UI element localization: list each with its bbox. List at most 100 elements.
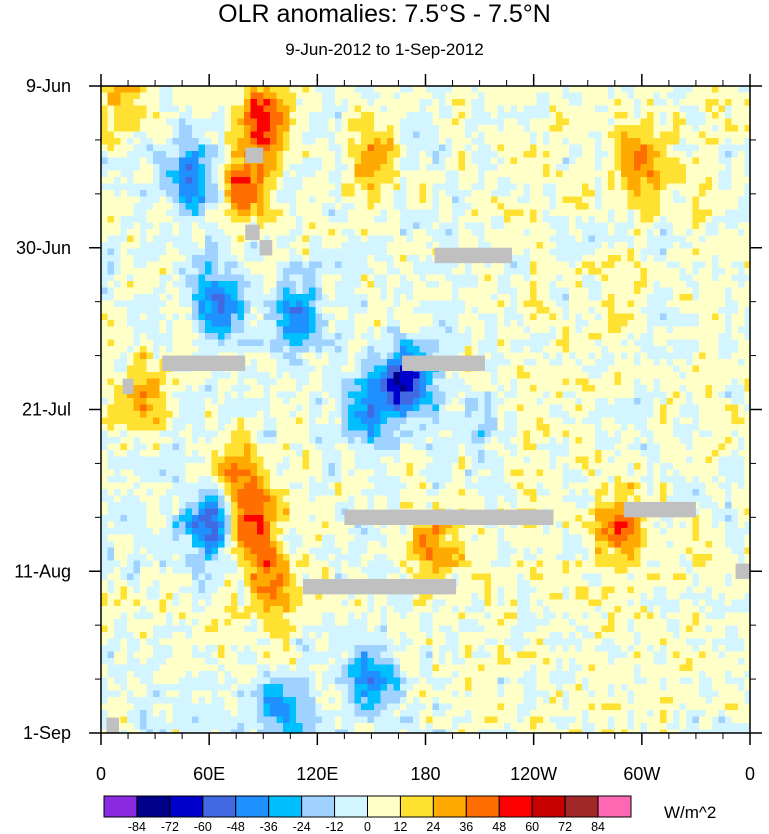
heatmap-cell [153,99,160,106]
heatmap-cell [712,372,719,379]
heatmap-cell [744,326,750,334]
heatmap-cell [660,86,667,93]
heatmap-cell [510,339,518,347]
heatmap-cell [133,333,141,340]
heatmap-cell [309,313,316,321]
heatmap-cell [452,190,459,197]
heatmap-cell [101,203,108,210]
heatmap-cell [120,352,128,360]
heatmap-cell [588,170,596,178]
heatmap-cell [322,307,329,314]
heatmap-cell [510,222,518,230]
heatmap-cell [627,391,635,399]
heatmap-cell [660,339,667,347]
heatmap-cell [367,300,375,308]
heatmap-cell [660,365,667,373]
heatmap-cell [484,229,492,236]
heatmap-cell [478,320,485,327]
heatmap-cell [517,300,524,308]
heatmap-cell [549,131,557,139]
heatmap-cell [101,112,108,119]
heatmap-cell [315,398,323,405]
heatmap-cell [432,235,440,243]
heatmap-cell [699,352,706,360]
heatmap-cell [497,268,505,275]
heatmap-cell [510,313,518,321]
heatmap-cell [179,125,186,132]
heatmap-cell [549,248,557,256]
heatmap-cell [647,307,654,314]
heatmap-cell [458,391,466,399]
heatmap-cell [218,157,225,165]
heatmap-cell [458,261,466,269]
heatmap-cell [367,365,375,373]
heatmap-cell [289,209,297,217]
heatmap-cell [432,294,440,301]
heatmap-cell [224,157,232,165]
heatmap-cell [400,333,407,340]
heatmap-cell [335,242,342,249]
heatmap-cell [601,365,609,373]
heatmap-cell [354,404,362,412]
heatmap-cell [296,300,303,308]
heatmap-cell [673,112,680,119]
heatmap-cell [198,151,206,158]
heatmap-cell [530,138,537,145]
heatmap-cell [289,365,297,373]
heatmap-cell [322,170,329,178]
heatmap-cell [393,385,401,392]
heatmap-cell [120,157,128,165]
heatmap-cell [491,281,498,288]
heatmap-cell [731,274,739,282]
heatmap-cell [101,229,108,236]
heatmap-cell [634,105,641,113]
heatmap-cell [419,268,427,275]
heatmap-cell [120,372,128,379]
heatmap-cell [660,333,667,340]
heatmap-cell [504,164,511,171]
heatmap-cell [250,398,258,405]
heatmap-cell [153,248,160,256]
heatmap-cell [627,177,635,184]
heatmap-cell [692,287,700,295]
heatmap-cell [575,372,583,379]
heatmap-cell [393,222,401,230]
heatmap-cell [569,404,576,412]
heatmap-cell [679,216,687,223]
heatmap-cell [172,151,180,158]
heatmap-cell [413,105,420,113]
heatmap-cell [497,372,505,379]
heatmap-cell [686,300,693,308]
heatmap-cell [595,248,602,256]
heatmap-cell [348,99,355,106]
heatmap-cell [153,268,160,275]
heatmap-cell [101,105,108,113]
heatmap-cell [497,222,505,230]
heatmap-cell [198,242,206,249]
heatmap-cell [536,359,544,366]
heatmap-cell [322,378,329,386]
heatmap-cell [270,352,277,360]
heatmap-cell [621,287,628,295]
heatmap-cell [660,294,667,301]
heatmap-cell [205,144,212,152]
heatmap-cell [387,196,394,204]
heatmap-cell [159,235,167,243]
heatmap-cell [426,229,433,236]
heatmap-cell [653,391,661,399]
heatmap-cell [192,242,199,249]
heatmap-cell [582,86,589,93]
heatmap-cell [367,326,375,334]
heatmap-cell [439,131,446,139]
heatmap-cell [127,164,134,171]
heatmap-cell [400,346,407,353]
heatmap-cell [582,164,589,171]
heatmap-cell [660,248,667,256]
heatmap-cell [588,144,596,152]
heatmap-cell [601,398,609,405]
heatmap-cell [575,105,583,113]
heatmap-cell [393,151,401,158]
heatmap-cell [627,216,635,223]
heatmap-cell [205,307,212,314]
heatmap-cell [426,339,433,347]
